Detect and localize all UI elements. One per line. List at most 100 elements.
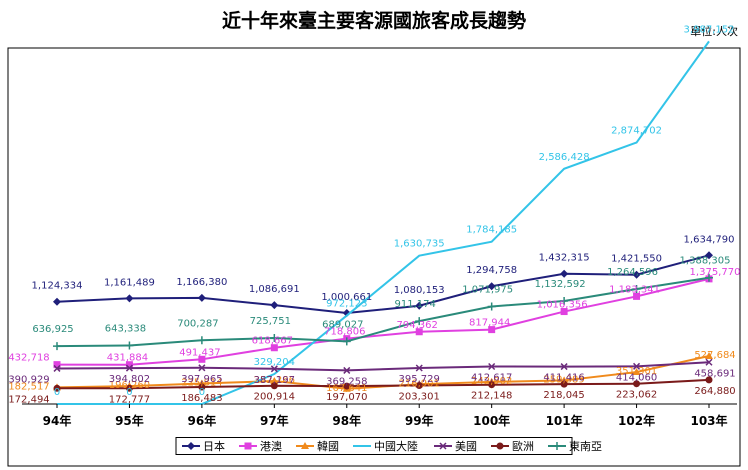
series-6-data-label: 911,174	[395, 299, 436, 310]
series-5-point	[705, 376, 713, 384]
series-1-line	[56, 277, 710, 366]
series-4-data-label: 397,965	[181, 374, 222, 385]
series-0-point	[705, 251, 713, 260]
series-2-data-label: 216,901	[399, 378, 440, 389]
series-5-point	[198, 383, 206, 391]
series-0-line	[56, 254, 710, 314]
series-3-data-label: 0	[126, 387, 132, 398]
series-5-point	[633, 380, 641, 388]
series-4-data-label: 395,729	[399, 374, 440, 385]
series-6-point	[125, 341, 134, 350]
series-3-data-label: 0	[199, 387, 205, 398]
series-4-point	[633, 362, 641, 370]
series-6-data-label: 700,287	[177, 318, 218, 329]
series-6-data-label: 643,338	[105, 323, 146, 334]
series-0-point	[125, 294, 134, 303]
series-1-point	[125, 361, 133, 369]
legend-item-3-label: 中國大陸	[374, 439, 418, 453]
series-0-data-label: 1,294,758	[466, 265, 517, 276]
series-5-data-label: 172,494	[8, 394, 49, 405]
series-0-data-label: 1,000,661	[321, 292, 372, 303]
series-6-data-label: 1,071,975	[462, 285, 513, 296]
x-tick-label: 100年	[473, 413, 510, 428]
series-6-data-label: 636,925	[32, 324, 73, 335]
series-6-line	[56, 276, 710, 348]
series-1-data-label: 431,884	[107, 353, 148, 364]
series-5-point	[488, 381, 496, 389]
series-1-point	[488, 326, 496, 334]
series-6-data-label: 1,264,596	[607, 267, 658, 278]
series-1-data-label: 1,016,356	[537, 300, 588, 311]
legend-item-2-label: 韓國	[317, 440, 339, 453]
series-6-point	[487, 302, 496, 311]
series-5-data-label: 218,045	[543, 390, 584, 401]
legend-item-5-marker	[496, 442, 504, 450]
x-tick-label: 95年	[115, 413, 144, 428]
series-4-data-label: 369,258	[326, 376, 367, 387]
series-4-point	[415, 364, 423, 372]
series-2-data-label: 196,260	[109, 380, 150, 391]
series-2-point	[632, 368, 641, 376]
series-5-point	[415, 382, 423, 390]
series-4-data-label: 412,617	[471, 372, 512, 383]
series-6-point	[415, 317, 424, 326]
x-tick-label: 99年	[405, 413, 434, 428]
series-1-point	[53, 361, 61, 369]
series-5-line	[56, 378, 710, 390]
series-0-point	[632, 270, 641, 279]
legend-item-1-label: 港澳	[260, 440, 282, 453]
series-0-data-label: 1,432,315	[539, 253, 590, 264]
series-5-data-label: 264,880	[694, 386, 735, 397]
series-1-data-label: 794,362	[397, 320, 438, 331]
series-5-point	[270, 382, 278, 390]
series-2-data-label: 252,266	[254, 375, 295, 386]
legend-item-1-marker	[244, 442, 252, 450]
series-6-data-label: 1,388,305	[680, 256, 731, 267]
series-1-point	[560, 308, 568, 316]
series-2-data-label: 167,641	[326, 383, 367, 394]
series-6-data-label: 1,132,592	[535, 279, 586, 290]
series-0-point	[197, 293, 206, 302]
series-6-point	[632, 284, 641, 293]
series-0-data-label: 1,166,380	[176, 277, 227, 288]
series-5-data-label: 172,777	[109, 394, 150, 405]
series-2-data-label: 182,517	[8, 381, 49, 392]
series-3-data-label: 3,987,152	[684, 24, 735, 35]
series-4-data-label: 390,929	[8, 374, 49, 385]
series-4-data-label: 394,802	[109, 374, 150, 385]
x-tick-label: 96年	[188, 413, 217, 428]
series-5-data-label: 186,483	[181, 393, 222, 404]
series-6-point	[53, 342, 61, 351]
series-1-point	[633, 292, 641, 300]
x-tick-label: 98年	[332, 413, 361, 428]
series-3-data-label: 2,874,702	[611, 126, 662, 137]
series-3-line	[57, 40, 710, 405]
series-6-point	[560, 296, 569, 305]
series-0-data-label: 1,086,691	[249, 284, 300, 295]
series-1-point	[198, 355, 206, 363]
legend-item-4-marker	[439, 442, 447, 450]
legend-item-5-label: 歐洲	[512, 439, 534, 453]
plot-area	[22, 40, 737, 405]
series-6-data-label: 689,027	[322, 319, 363, 330]
series-1-data-label: 817,944	[469, 318, 510, 329]
series-5-data-label: 203,301	[399, 392, 440, 403]
series-3-data-label: 0	[54, 387, 60, 398]
x-tick-label: 102年	[618, 413, 655, 428]
series-4-point	[270, 365, 278, 373]
series-4-data-label: 411,416	[543, 373, 584, 384]
legend-item-6-marker	[553, 442, 561, 450]
series-2-point	[270, 377, 279, 385]
series-2-point	[705, 352, 713, 360]
series-2-data-label: 242,902	[471, 376, 512, 387]
series-4-point	[560, 363, 568, 371]
x-tick-label: 101年	[546, 413, 583, 428]
series-5-data-label: 200,914	[254, 392, 295, 403]
legend-item-6-label: 東南亞	[569, 440, 602, 453]
data-labels: 1,124,334 1,161,489 1,166,380 1,086,691 1,00…	[8, 24, 740, 405]
series-0-data-label: 1,421,550	[611, 254, 662, 265]
series-5-point	[343, 382, 351, 390]
series-1-data-label: 432,718	[8, 353, 49, 364]
